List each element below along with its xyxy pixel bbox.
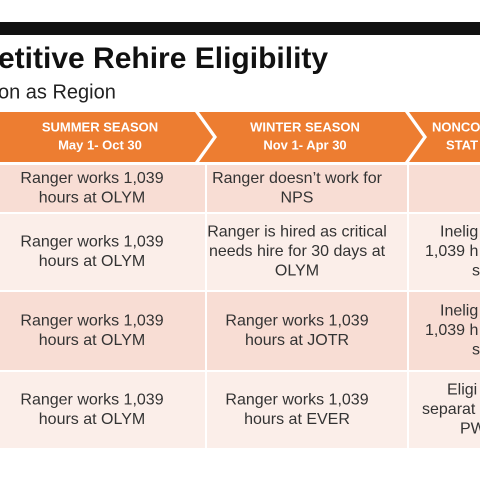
- top-bar: [0, 22, 480, 35]
- cell: [0, 292, 205, 370]
- cell: [409, 214, 480, 290]
- cell-text: hours at OLYM: [39, 253, 145, 270]
- cell-text: hours at OLYM: [39, 189, 145, 206]
- cell-text: PW: [460, 421, 480, 438]
- cell-text: OLYM: [275, 263, 319, 280]
- cell-text: Inelig: [440, 303, 478, 320]
- cell: [207, 292, 407, 370]
- column-header: NONCO: [432, 119, 480, 134]
- cell-text: hours at JOTR: [245, 332, 349, 349]
- cell-text: needs hire for 30 days at: [209, 243, 386, 260]
- cell-text: 1,039 h: [425, 322, 478, 339]
- cell-text: hours at OLYM: [39, 411, 145, 428]
- cell: [207, 165, 407, 212]
- column-header: SUMMER SEASON: [42, 119, 158, 134]
- cell: [207, 372, 407, 448]
- title: etitive Rehire Eligibility: [0, 42, 328, 75]
- column-header: Nov 1- Apr 30: [263, 137, 346, 152]
- cell: [409, 165, 480, 212]
- cell-text: Ranger works 1,039: [20, 170, 163, 187]
- cell-text: Ranger works 1,039: [20, 233, 163, 250]
- cell-text: Inelig: [440, 224, 478, 241]
- column-header: WINTER SEASON: [250, 119, 360, 134]
- cell: [207, 214, 407, 290]
- cell-text: s: [472, 342, 480, 359]
- cell-text: Ranger works 1,039: [20, 312, 163, 329]
- cell: [409, 372, 480, 448]
- cell-text: separat: [422, 401, 476, 418]
- cell-text: Eligi: [447, 382, 477, 399]
- cell: [0, 214, 205, 290]
- cell-text: 1,039 h: [425, 243, 478, 260]
- column-header: May 1- Oct 30: [58, 137, 142, 152]
- cell: [0, 372, 205, 448]
- cell-text: Ranger doesn’t work for: [212, 170, 383, 187]
- cell-text: Ranger works 1,039: [20, 391, 163, 408]
- cell-text: Ranger works 1,039: [225, 312, 368, 329]
- subtitle: on as Region: [0, 81, 116, 103]
- column-header: STAT: [446, 137, 478, 152]
- cell: [0, 165, 205, 212]
- cell-text: Ranger works 1,039: [225, 391, 368, 408]
- cell-text: hours at OLYM: [39, 332, 145, 349]
- cell-text: s: [472, 263, 480, 280]
- cell-text: Ranger is hired as critical: [207, 224, 387, 241]
- header-chevron: [0, 112, 213, 162]
- cell-text: NPS: [281, 189, 314, 206]
- cell: [409, 292, 480, 370]
- header-chevron: [409, 112, 480, 162]
- cell-text: hours at EVER: [244, 411, 350, 428]
- header-chevron: [199, 112, 423, 162]
